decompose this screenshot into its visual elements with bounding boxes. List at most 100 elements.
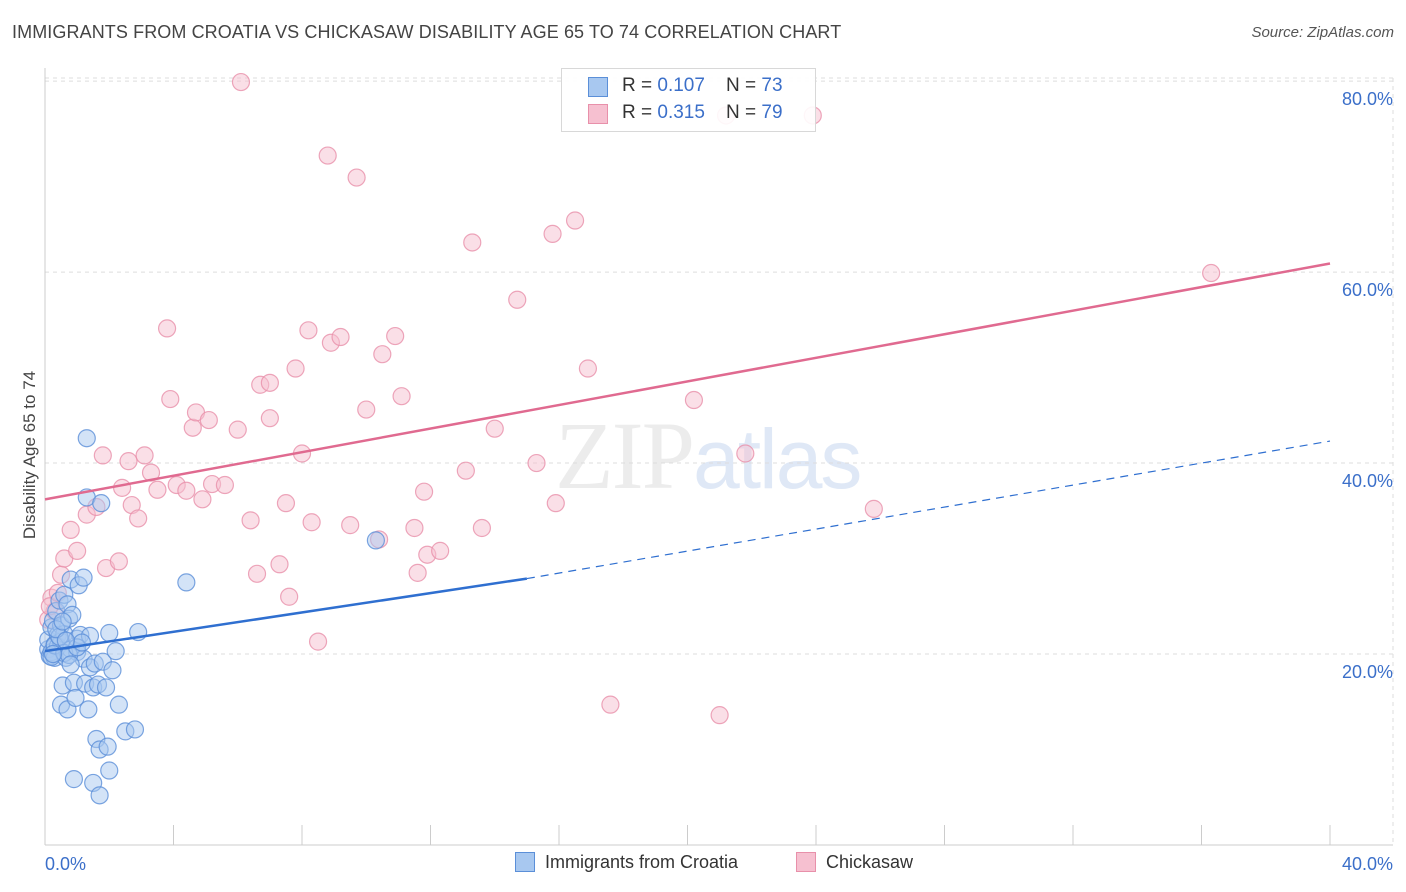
croatia-point	[64, 770, 84, 789]
croatia-point	[61, 655, 80, 674]
croatia-trend-extension	[526, 440, 1331, 580]
croatia-point	[366, 531, 385, 550]
croatia-point	[100, 623, 119, 643]
croatia-point	[106, 642, 125, 661]
croatia-point	[74, 568, 93, 587]
source-credit: Source: ZipAtlas.com	[1251, 24, 1394, 41]
croatia-point	[96, 678, 116, 697]
chickasaw-point	[135, 446, 154, 465]
legend-n-label: N =	[726, 102, 762, 123]
chickasaw-point	[565, 211, 585, 230]
croatia-point	[79, 700, 98, 719]
chickasaw-point	[112, 478, 132, 497]
y-tick-label: 40.0%	[1342, 471, 1393, 491]
legend-r-label: R =	[622, 75, 658, 96]
chart-title: IMMIGRANTS FROM CROATIA VS CHICKASAW DIS…	[12, 22, 842, 42]
chickasaw-point	[527, 453, 546, 473]
correlation-legend: R = 0.107 N = 73 R = 0.315 N = 79	[561, 68, 816, 132]
chickasaw-point	[231, 72, 251, 92]
croatia-point	[177, 573, 196, 592]
chickasaw-point	[161, 389, 180, 409]
chickasaw-point	[119, 452, 138, 471]
y-tick-label: 60.0%	[1342, 280, 1393, 300]
chickasaw-point	[405, 518, 424, 538]
chickasaw-point	[241, 511, 260, 530]
chickasaw-point	[318, 146, 337, 165]
chickasaw-point	[308, 632, 328, 651]
chickasaw-point	[331, 327, 350, 347]
tick-layer: 20.0% 40.0% 60.0% 80.0% 0.0% 40.0%	[45, 89, 1393, 874]
croatia-point	[98, 737, 117, 756]
croatia-point	[100, 761, 119, 780]
chickasaw-point	[148, 480, 167, 499]
chickasaw-point	[386, 326, 405, 346]
croatia-point	[103, 661, 122, 680]
legend-r-value: 0.315	[657, 102, 705, 123]
croatia-point	[77, 429, 96, 448]
chickasaw-point	[601, 695, 620, 714]
chickasaw-point	[408, 563, 427, 582]
croatia-point	[92, 494, 111, 513]
chickasaw-point	[543, 224, 562, 243]
croatia-point	[72, 633, 92, 652]
chickasaw-point	[270, 555, 289, 574]
croatia-point	[109, 695, 128, 714]
croatia-point	[53, 612, 72, 631]
chickasaw-point	[414, 482, 434, 501]
chickasaw-point	[302, 513, 321, 532]
croatia-point	[125, 720, 145, 739]
legend-swatch-chickasaw	[588, 104, 608, 124]
chickasaw-point	[286, 359, 305, 378]
chickasaw-point	[392, 387, 411, 406]
chickasaw-point	[341, 516, 360, 535]
chickasaw-point	[109, 552, 128, 571]
chickasaw-point	[431, 541, 450, 560]
x-tick-label: 40.0%	[1342, 854, 1393, 874]
x-tick-label: 0.0%	[45, 854, 86, 874]
legend-n-label: N =	[726, 75, 762, 96]
chickasaw-point	[93, 446, 112, 465]
chickasaw-point	[472, 518, 491, 538]
bottom-legend-label-croatia: Immigrants from Croatia	[545, 852, 739, 872]
legend-n-value: 73	[761, 75, 783, 96]
bottom-legend-croatia: Immigrants from Croatia	[515, 852, 738, 873]
chickasaw-point	[61, 520, 80, 539]
chickasaw-point	[177, 481, 196, 500]
legend-text-chickasaw: R = 0.315 N = 79	[622, 102, 783, 124]
bottom-legend-swatch-croatia	[515, 852, 535, 872]
chickasaw-point	[373, 345, 392, 364]
axis-layer	[44, 68, 1393, 846]
chickasaw-point	[247, 564, 267, 583]
chickasaw-point	[485, 419, 504, 438]
chickasaw-point	[183, 418, 202, 437]
chickasaw-point	[463, 233, 482, 252]
watermark-zip: ZIP	[555, 402, 695, 509]
trend-layer	[44, 262, 1331, 653]
chickasaw-point	[299, 321, 318, 340]
croatia-points	[39, 429, 385, 805]
legend-r-value: 0.107	[657, 75, 705, 96]
chickasaw-point	[357, 400, 376, 419]
legend-text-croatia: R = 0.107 N = 73	[622, 75, 783, 97]
chickasaw-point	[736, 444, 755, 463]
legend-r-label: R =	[622, 102, 658, 123]
chickasaw-point	[129, 509, 148, 528]
bottom-legend-chickasaw: Chickasaw	[796, 852, 913, 873]
chickasaw-point	[260, 409, 279, 428]
chickasaw-point	[578, 359, 598, 378]
y-tick-label: 80.0%	[1342, 89, 1393, 109]
chickasaw-point	[280, 587, 299, 606]
chickasaw-point	[260, 373, 279, 392]
y-tick-label: 20.0%	[1342, 662, 1393, 682]
chickasaw-point	[864, 499, 883, 518]
legend-swatch-croatia	[588, 77, 608, 97]
chickasaw-point	[546, 494, 565, 513]
chickasaw-point	[157, 319, 177, 338]
chickasaw-point	[347, 168, 366, 187]
chickasaw-point	[228, 420, 247, 439]
bottom-legend-swatch-chickasaw	[796, 852, 816, 872]
croatia-point	[66, 688, 85, 708]
chickasaw-point	[215, 475, 234, 495]
watermark-atlas: atlas	[693, 412, 862, 506]
